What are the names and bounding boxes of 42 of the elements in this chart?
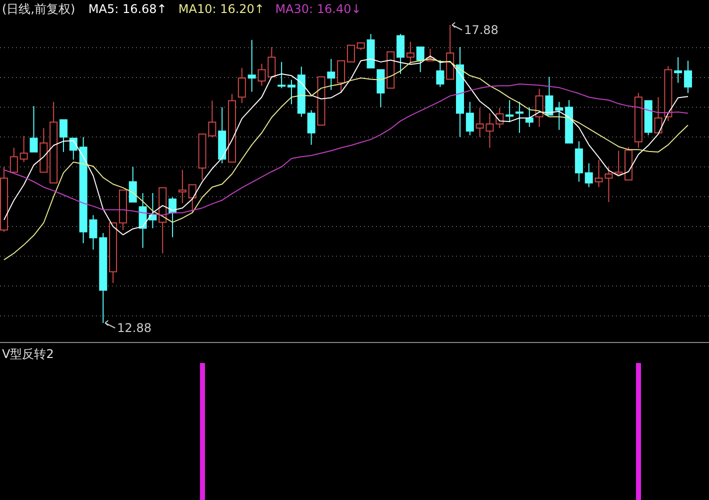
candlestick bbox=[30, 106, 38, 152]
candlestick bbox=[506, 100, 514, 123]
candlestick bbox=[396, 33, 405, 74]
candlestick bbox=[436, 60, 444, 88]
candlestick bbox=[416, 46, 424, 73]
candlestick bbox=[258, 63, 266, 86]
annotation: 12.88 bbox=[117, 321, 152, 335]
candlestick bbox=[684, 60, 692, 94]
candlestick bbox=[278, 61, 286, 89]
candlestick bbox=[654, 96, 662, 134]
candlestick bbox=[466, 101, 474, 136]
candlestick bbox=[555, 101, 564, 130]
candlestick bbox=[346, 44, 355, 62]
text: MA10: 16.20↑ bbox=[178, 2, 265, 16]
candlestick bbox=[376, 69, 385, 108]
candlestick bbox=[545, 76, 554, 116]
candlestick bbox=[287, 79, 296, 105]
candlestick bbox=[307, 110, 316, 146]
candlestick bbox=[268, 46, 276, 78]
candlestick bbox=[535, 88, 544, 128]
candlestick bbox=[188, 184, 196, 214]
candlestick bbox=[59, 119, 68, 152]
chart-title: (日线,前复权) bbox=[2, 2, 76, 16]
candlestick bbox=[337, 60, 346, 94]
candlestick bbox=[69, 138, 78, 160]
text: MA30: 16.40↓ bbox=[275, 2, 362, 16]
candlestick bbox=[20, 135, 28, 163]
candlestick bbox=[128, 166, 137, 203]
candlestick bbox=[574, 140, 583, 182]
annotation: 17.88 bbox=[464, 23, 498, 37]
text: V型反转2 bbox=[2, 347, 54, 361]
candlestick bbox=[248, 39, 256, 92]
candlestick bbox=[614, 150, 623, 174]
candlestick bbox=[10, 147, 18, 173]
candlestick bbox=[406, 41, 414, 64]
candlestick bbox=[327, 58, 336, 90]
candlestick bbox=[515, 101, 524, 134]
candlestick bbox=[178, 169, 186, 204]
candlestick bbox=[584, 162, 593, 188]
text: MA5: 16.68↑ bbox=[88, 2, 167, 16]
candlestick bbox=[238, 67, 246, 104]
candlestick bbox=[674, 56, 682, 84]
